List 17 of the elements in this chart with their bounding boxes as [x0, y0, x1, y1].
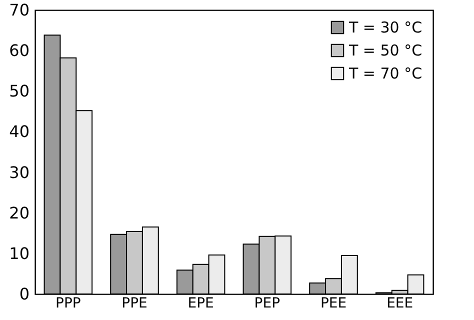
y-tick-label: 40	[9, 122, 30, 142]
y-tick-label: 0	[19, 284, 30, 304]
x-tick-label: PPP	[56, 296, 81, 312]
y-tick-label: 30	[9, 162, 30, 182]
y-tick-label: 20	[9, 203, 30, 222]
y-tick-label: 70	[9, 0, 30, 20]
y-tick-label: 50	[9, 82, 30, 101]
y-tick-label: 60	[9, 41, 30, 60]
x-tick-label: EPE	[188, 296, 214, 312]
legend-label: T = 50 °C	[348, 42, 422, 60]
y-tick-label: 10	[9, 244, 30, 263]
x-tick-label: PPE	[122, 296, 148, 312]
legend-label: T = 70 °C	[348, 64, 422, 82]
x-tick-label: PEE	[320, 296, 347, 312]
x-tick-label: EEE	[386, 296, 414, 312]
x-tick-label: PEP	[254, 296, 280, 312]
legend-label: T = 30 °C	[348, 18, 422, 36]
